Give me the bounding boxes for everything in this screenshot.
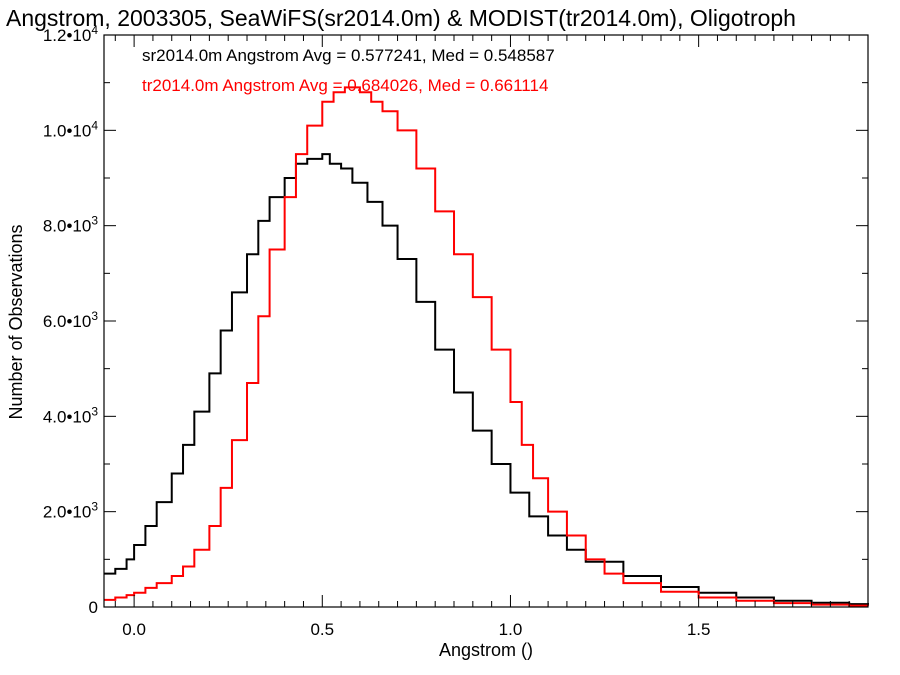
x-tick-label: 1.5 — [687, 620, 711, 639]
y-tick-label: 6.0•103 — [43, 309, 99, 331]
x-tick-label: 1.0 — [499, 620, 523, 639]
legend-entry-tr2014: tr2014.0m Angstrom Avg = 0.684026, Med =… — [142, 76, 548, 95]
x-tick-label: 0.5 — [310, 620, 334, 639]
y-tick-label: 4.0•103 — [43, 404, 99, 426]
series-layer — [104, 86, 869, 607]
y-tick-label: 1.0•104 — [43, 118, 99, 140]
legend-entry-sr2014: sr2014.0m Angstrom Avg = 0.577241, Med =… — [142, 46, 555, 65]
y-axis-label: Number of Observations — [6, 224, 26, 419]
chart-title: Angstrom, 2003305, SeaWiFS(sr2014.0m) & … — [6, 5, 796, 31]
x-tick-label: 0.0 — [122, 620, 146, 639]
y-tick-label: 8.0•103 — [43, 214, 99, 236]
y-tick-label: 2.0•103 — [43, 500, 99, 522]
y-tick-label: 1.2•104 — [43, 23, 99, 45]
series-line-1 — [104, 86, 869, 607]
ticks-layer: 0 2.0•103 4.0•103 6.0•103 8.0•103 1.0•104 1.2•… — [43, 23, 868, 639]
y-tick-label: 0 — [89, 598, 98, 617]
x-axis-label: Angstrom () — [439, 640, 533, 660]
